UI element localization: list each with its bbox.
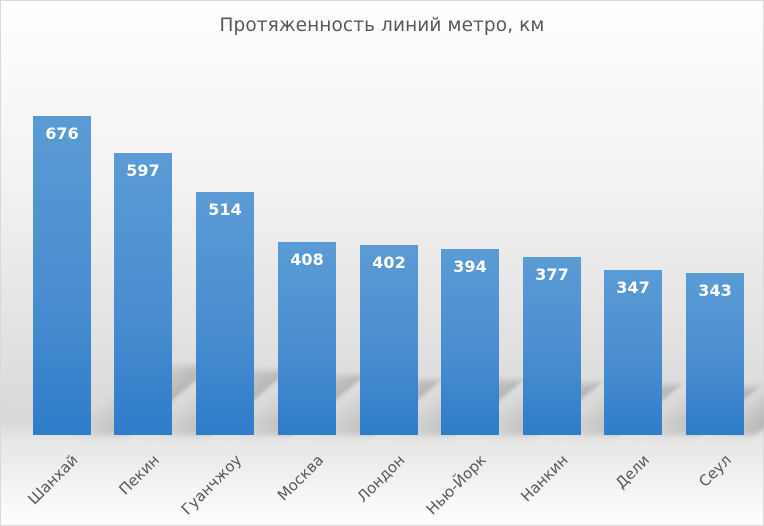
data-label: 408 (290, 250, 324, 269)
bar-delhi: 347 (604, 270, 662, 435)
x-tick-label: Москва (273, 451, 327, 505)
data-label: 402 (372, 253, 406, 272)
data-label: 343 (698, 281, 732, 300)
bar-beijing: 597 (114, 153, 172, 435)
x-tick-label: Гуанчжоу (177, 451, 245, 519)
bar-guangzhou: 514 (196, 192, 254, 435)
x-tick-label: Дели (611, 451, 653, 493)
bar-new-york: 394 (441, 249, 499, 435)
plot-area: 676 597 514 408 402 394 377 347 343 (1, 1, 764, 435)
data-label: 597 (126, 161, 160, 180)
x-tick-label: Лондон (353, 451, 409, 506)
data-label: 377 (535, 265, 569, 284)
x-tick-label: Пекин (115, 451, 163, 499)
data-label: 514 (208, 200, 242, 219)
x-tick-label: Сеул (695, 451, 735, 491)
chart-title: Протяженность линий метро, км (219, 15, 545, 36)
bar-seoul: 343 (686, 273, 744, 435)
x-tick-label: Шанхай (24, 451, 82, 509)
data-label: 394 (453, 257, 487, 276)
data-label: 676 (45, 124, 79, 143)
bar-nanjing: 377 (523, 257, 581, 435)
x-tick-label: Нью-Йорк (422, 451, 490, 519)
bar-london: 402 (360, 245, 418, 435)
x-tick-label: Нанкин (517, 451, 572, 506)
data-label: 347 (616, 278, 650, 297)
bar-moscow: 408 (278, 242, 336, 435)
bar-shanghai: 676 (33, 116, 91, 435)
